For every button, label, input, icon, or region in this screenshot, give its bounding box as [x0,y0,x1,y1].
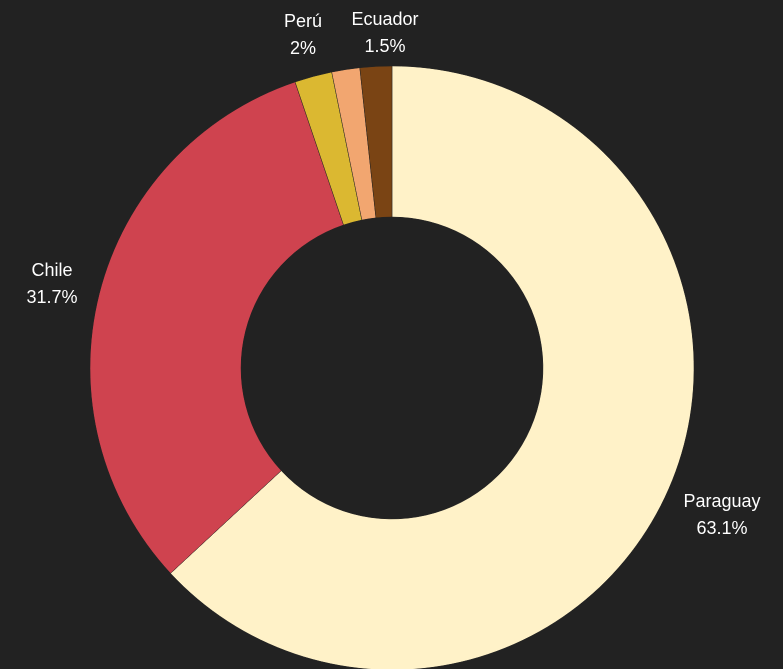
slice-value-label: 2% [290,38,316,58]
slice-value-label: 31.7% [26,287,77,307]
slice-value-label: 1.5% [364,36,405,56]
slice [89,81,344,574]
slice-label: Paraguay [683,491,760,511]
slice-label: Perú [284,11,322,31]
slice-label: Ecuador [351,9,418,29]
slice-value-label: 63.1% [696,518,747,538]
slice-label: Chile [31,260,72,280]
slice [359,65,393,219]
slice [170,65,695,669]
